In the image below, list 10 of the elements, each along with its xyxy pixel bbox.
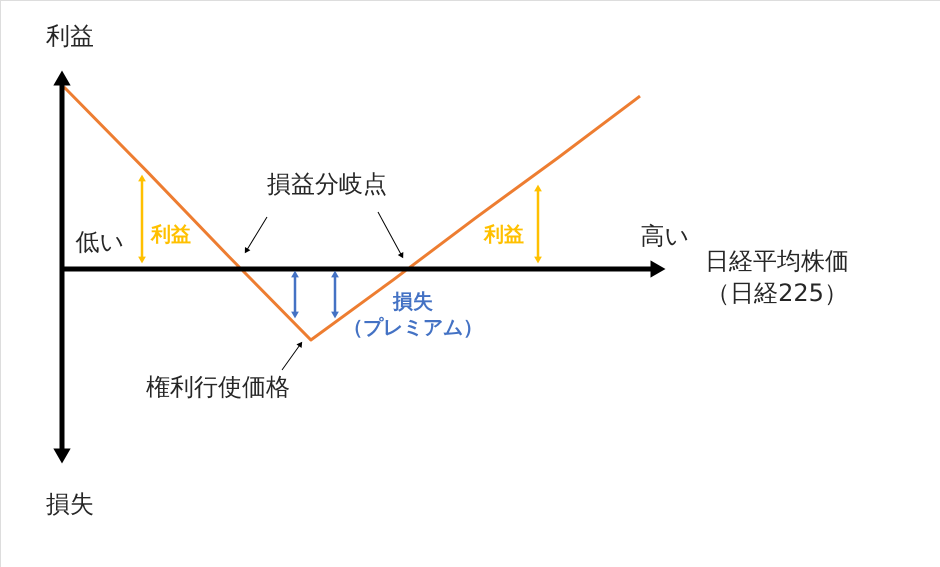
text: 利益	[46, 22, 94, 50]
annotation: 利益	[150, 222, 191, 246]
text: 権利行使価格	[146, 373, 290, 401]
x-axis-title: 日経平均株価（日経225）	[705, 247, 849, 307]
annotation: 低い	[76, 228, 124, 256]
annotation: 損失（プレミアム）	[343, 289, 483, 339]
text: 損失	[46, 490, 94, 518]
annotation: 損益分岐点	[267, 170, 387, 198]
annotation: 利益	[483, 222, 524, 246]
annotation: 高い	[640, 222, 690, 250]
